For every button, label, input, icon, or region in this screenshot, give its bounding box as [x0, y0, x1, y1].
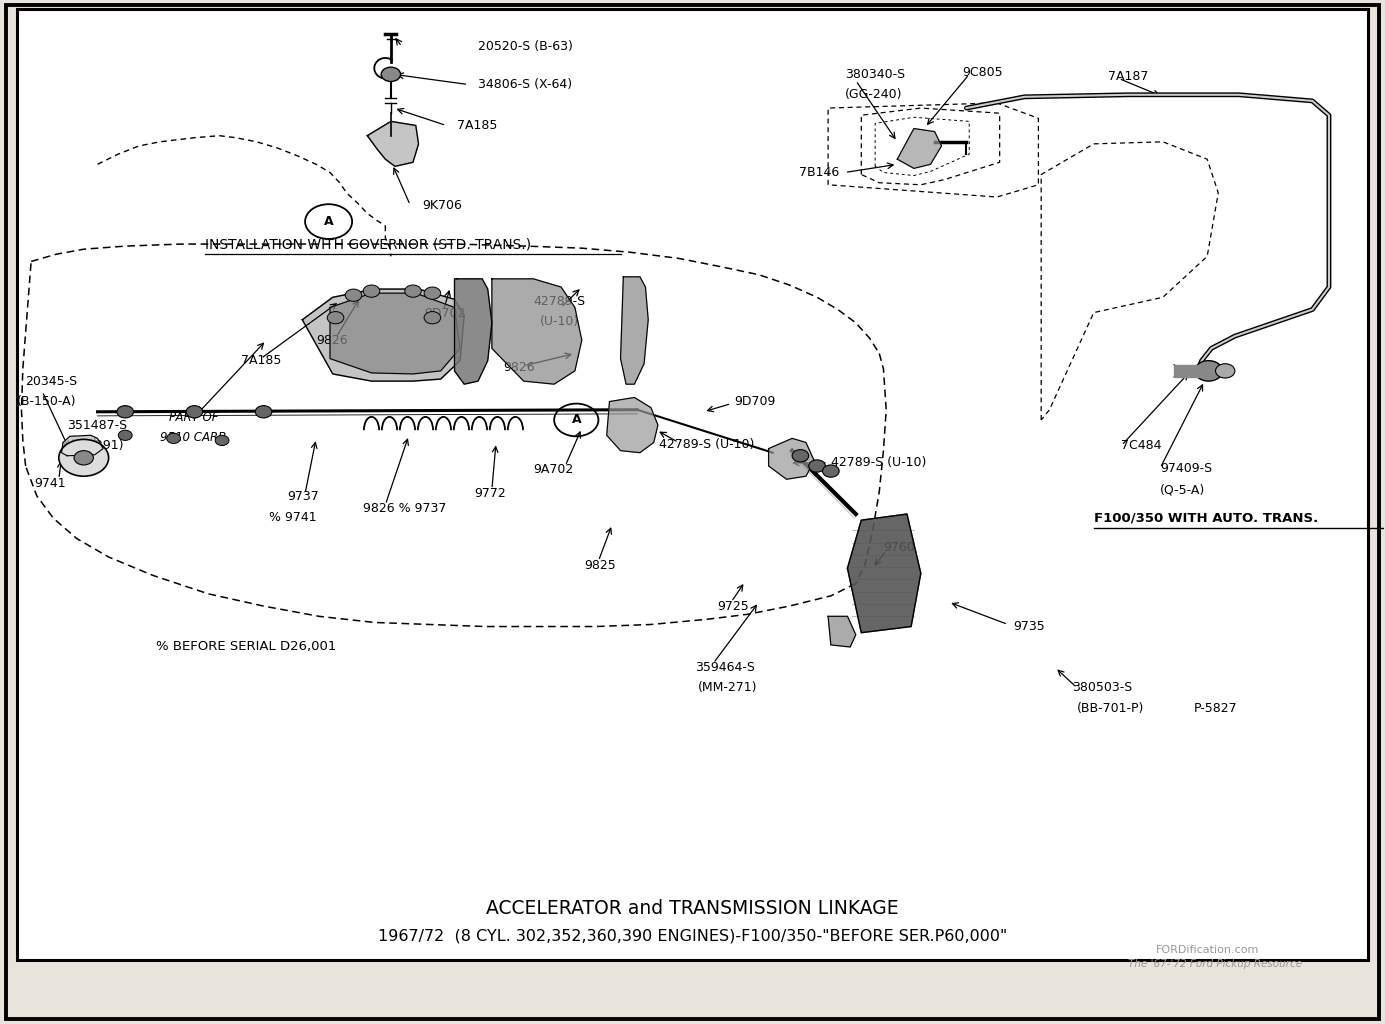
Text: 20520-S (B-63): 20520-S (B-63)	[478, 40, 573, 53]
Text: 9510 CARB.: 9510 CARB.	[159, 431, 230, 443]
Text: (U-10): (U-10)	[540, 315, 579, 329]
Text: 97409-S: 97409-S	[1161, 462, 1212, 474]
Text: A: A	[324, 215, 334, 228]
Circle shape	[424, 287, 440, 299]
Text: 9737: 9737	[287, 490, 319, 503]
Text: (MM-271): (MM-271)	[698, 681, 758, 694]
Polygon shape	[367, 122, 418, 166]
Text: 9725: 9725	[717, 600, 749, 612]
Text: 9D702: 9D702	[424, 307, 465, 321]
Polygon shape	[769, 438, 814, 479]
Text: 9826: 9826	[316, 334, 348, 347]
Text: (XX-291): (XX-291)	[69, 439, 125, 452]
Text: INSTALLATION WITH GOVERNOR (STD. TRANS.): INSTALLATION WITH GOVERNOR (STD. TRANS.)	[205, 238, 532, 251]
Text: (GG-240): (GG-240)	[845, 88, 902, 101]
Text: 380340-S: 380340-S	[845, 68, 904, 81]
Circle shape	[809, 460, 825, 472]
FancyBboxPatch shape	[17, 9, 1368, 959]
Circle shape	[166, 433, 180, 443]
Bar	[1174, 365, 1199, 377]
Text: 20345-S: 20345-S	[25, 375, 78, 388]
Text: 7A187: 7A187	[1108, 70, 1148, 83]
Polygon shape	[302, 289, 464, 381]
Text: 7A185: 7A185	[241, 354, 281, 368]
Polygon shape	[330, 293, 460, 374]
Text: 9A702: 9A702	[533, 463, 573, 475]
Circle shape	[327, 311, 343, 324]
Circle shape	[118, 430, 132, 440]
Circle shape	[1195, 360, 1223, 381]
Text: FORDification.com: FORDification.com	[1156, 945, 1259, 954]
Text: 351487-S: 351487-S	[66, 419, 127, 431]
Circle shape	[792, 450, 809, 462]
Text: 34806-S (X-64): 34806-S (X-64)	[478, 78, 572, 91]
Text: F100/350 WITH AUTO. TRANS.: F100/350 WITH AUTO. TRANS.	[1094, 512, 1319, 524]
Polygon shape	[61, 435, 102, 456]
Text: (B-150-A): (B-150-A)	[17, 395, 76, 408]
Circle shape	[404, 285, 421, 297]
Text: (BB-701-P): (BB-701-P)	[1078, 701, 1144, 715]
Text: The '67-'72 Ford Pickup Resource: The '67-'72 Ford Pickup Resource	[1129, 959, 1302, 969]
Circle shape	[1216, 364, 1235, 378]
Polygon shape	[620, 276, 648, 384]
Circle shape	[215, 435, 229, 445]
Text: ACCELERATOR and TRANSMISSION LINKAGE: ACCELERATOR and TRANSMISSION LINKAGE	[486, 899, 899, 919]
Text: 42789-S (U-10): 42789-S (U-10)	[831, 457, 927, 469]
Circle shape	[73, 451, 93, 465]
Text: 9760: 9760	[884, 542, 915, 554]
Text: 7A185: 7A185	[457, 119, 497, 132]
Text: 7C484: 7C484	[1122, 439, 1162, 452]
Circle shape	[255, 406, 271, 418]
Text: (Q-5-A): (Q-5-A)	[1161, 483, 1205, 496]
Text: 9825: 9825	[584, 559, 616, 571]
Circle shape	[381, 68, 400, 82]
Circle shape	[823, 465, 839, 477]
Polygon shape	[607, 397, 658, 453]
Polygon shape	[848, 514, 921, 633]
Text: 7B146: 7B146	[799, 166, 839, 179]
Polygon shape	[828, 616, 856, 647]
Circle shape	[363, 285, 379, 297]
Circle shape	[345, 289, 361, 301]
Circle shape	[58, 439, 108, 476]
Text: 9C805: 9C805	[963, 66, 1003, 79]
Text: PART OF: PART OF	[169, 412, 219, 424]
Text: 42789-S (U-10): 42789-S (U-10)	[659, 438, 755, 451]
Polygon shape	[454, 279, 492, 384]
Circle shape	[116, 406, 133, 418]
Text: 9K706: 9K706	[422, 199, 463, 212]
Text: 359464-S: 359464-S	[695, 660, 755, 674]
Text: P-5827: P-5827	[1194, 701, 1237, 715]
Text: % 9741: % 9741	[269, 511, 317, 523]
Polygon shape	[897, 129, 942, 168]
Circle shape	[424, 311, 440, 324]
Text: 380503-S: 380503-S	[1072, 681, 1132, 694]
Text: 9D709: 9D709	[734, 395, 776, 408]
Text: 9772: 9772	[474, 487, 506, 500]
Polygon shape	[492, 279, 582, 384]
Text: A: A	[572, 414, 582, 426]
Text: 9826 % 9737: 9826 % 9737	[363, 503, 446, 515]
Text: 42789-S: 42789-S	[533, 295, 586, 308]
Text: % BEFORE SERIAL D26,001: % BEFORE SERIAL D26,001	[155, 640, 337, 653]
Text: 9735: 9735	[1014, 621, 1046, 633]
Circle shape	[186, 406, 202, 418]
Text: 9741: 9741	[33, 477, 65, 489]
Text: 9826: 9826	[503, 361, 535, 375]
Text: 1967/72  (8 CYL. 302,352,360,390 ENGINES)-F100/350-"BEFORE SER.P60,000": 1967/72 (8 CYL. 302,352,360,390 ENGINES)…	[378, 929, 1007, 944]
